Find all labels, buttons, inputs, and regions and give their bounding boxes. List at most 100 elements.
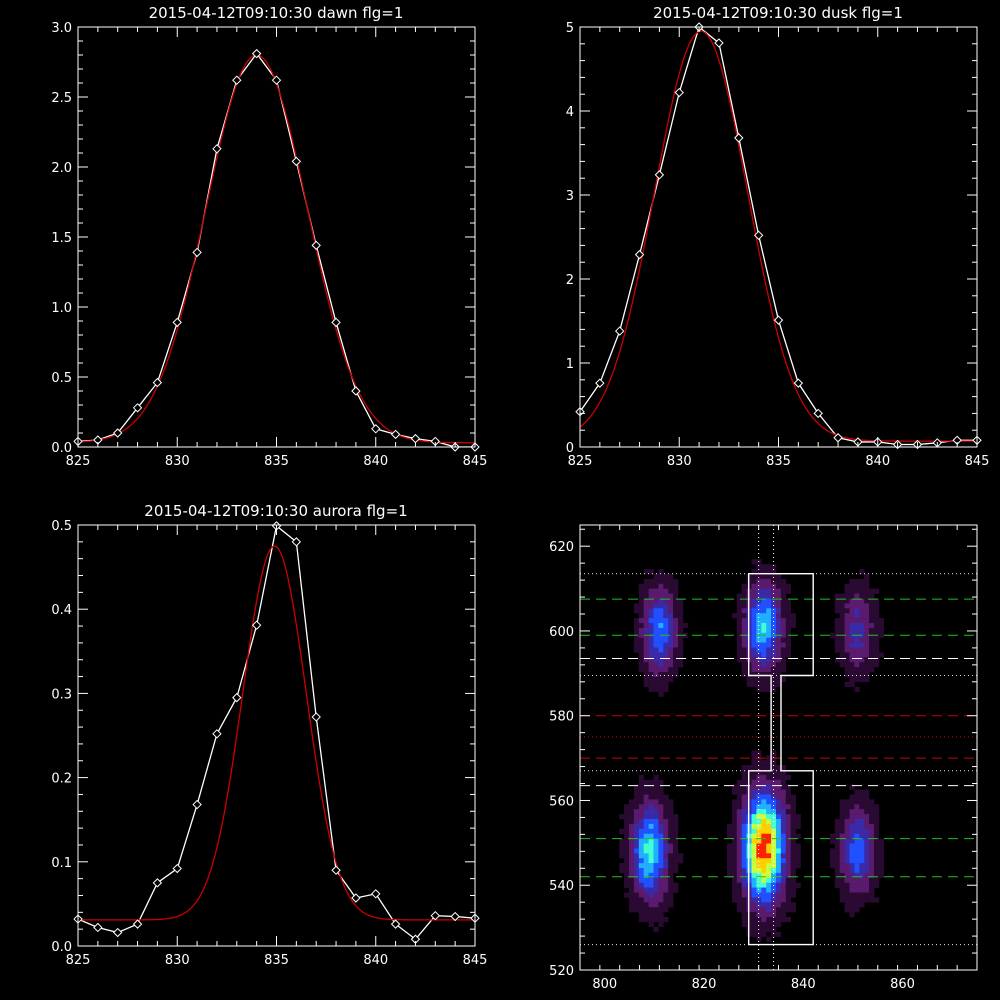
heatmap-cell — [766, 936, 772, 942]
heatmap-cell — [795, 858, 801, 864]
heatmap-cell — [780, 863, 787, 869]
heatmap-cell — [648, 872, 654, 879]
heatmap-cell — [776, 799, 782, 805]
heatmap-cell — [854, 799, 860, 805]
heatmap-cell — [839, 848, 845, 854]
heatmap-cell — [673, 819, 679, 825]
heatmap-cell — [766, 902, 772, 908]
heatmap-cell — [756, 843, 762, 849]
heatmap-cell — [766, 593, 772, 599]
heatmap-cell — [673, 843, 679, 849]
heatmap-cell — [780, 848, 787, 854]
heatmap-cell — [678, 642, 684, 648]
heatmap-cell — [673, 603, 679, 609]
heatmap-cell — [638, 872, 644, 879]
heatmap-cell — [771, 814, 777, 820]
heatmap-cell — [878, 853, 885, 859]
heatmap-cell — [839, 823, 845, 830]
heatmap-cell — [751, 897, 757, 903]
heatmap-cell — [785, 642, 791, 648]
heatmap-cell — [766, 921, 772, 928]
heatmap-cell — [731, 784, 738, 790]
heatmap-cell — [859, 877, 865, 883]
heatmap-cell — [663, 642, 669, 648]
heatmap-cell — [736, 632, 742, 638]
heatmap-cell — [668, 799, 674, 805]
heatmap-cell — [869, 618, 875, 624]
heatmap-cell — [864, 637, 870, 643]
heatmap-cell — [771, 843, 777, 849]
heatmap-cell — [849, 833, 855, 839]
heatmap-cell — [638, 907, 644, 913]
heatmap-cell — [751, 799, 757, 805]
heatmap-cell — [874, 804, 880, 810]
heatmap-cell — [790, 872, 796, 879]
heatmap-cell — [731, 819, 738, 825]
heatmap-cell — [658, 637, 664, 643]
heatmap-cell — [780, 804, 787, 810]
heatmap-cell — [780, 887, 787, 893]
heatmap-cell — [854, 882, 860, 888]
heatmap-cell — [766, 799, 772, 805]
heatmap-cell — [854, 598, 860, 604]
heatmap-cell — [673, 578, 679, 585]
heatmap-cell — [648, 863, 654, 869]
heatmap-cell — [678, 627, 684, 634]
heatmap-cell — [859, 823, 865, 830]
heatmap-cell — [643, 588, 649, 594]
heatmap-cell — [741, 848, 747, 854]
heatmap-cell — [751, 647, 757, 653]
heatmap-cell — [869, 863, 875, 869]
heatmap-cell — [633, 784, 640, 790]
heatmap-cell — [844, 598, 850, 604]
heatmap-cell — [859, 598, 865, 604]
heatmap-cell — [771, 760, 777, 766]
heatmap-cell — [849, 647, 855, 653]
heatmap-cell — [874, 823, 880, 830]
heatmap-cell — [629, 907, 635, 913]
heatmap-cell — [751, 838, 757, 844]
heatmap-cell — [678, 652, 684, 658]
heatmap-cell — [653, 858, 659, 864]
heatmap-cell — [731, 843, 738, 849]
heatmap-cell — [771, 657, 777, 663]
heatmap-cell — [629, 863, 635, 869]
heatmap-cell — [761, 902, 767, 908]
heatmap-cell — [790, 819, 796, 825]
heatmap-cell — [731, 892, 738, 898]
heatmap-cell — [859, 858, 865, 864]
heatmap-cell — [751, 931, 757, 937]
chart-dusk: 2015-04-12T09:10:30 dusk flg=1 825 830 835… — [566, 4, 990, 469]
heatmap-cell — [643, 843, 649, 849]
data-point-marker — [112, 927, 123, 938]
heatmap-cell — [638, 588, 644, 594]
heatmap-cell — [736, 902, 742, 908]
heatmap-cell — [668, 608, 674, 614]
heatmap-cell — [785, 804, 791, 810]
y-tick-label: 0.0 — [51, 940, 72, 955]
heatmap-cell — [761, 765, 767, 771]
heatmap-cell — [869, 588, 875, 594]
heatmap-cell — [673, 593, 679, 599]
heatmap-cell — [839, 809, 845, 815]
heatmap-cell — [859, 863, 865, 869]
data-point-marker — [172, 863, 182, 874]
heatmap-cell — [756, 676, 762, 683]
heatmap-cell — [653, 647, 659, 653]
heatmap-cell — [741, 823, 747, 830]
heatmap-cell — [736, 627, 742, 634]
heatmap-cell — [766, 853, 772, 859]
heatmap-cell — [761, 814, 767, 820]
heatmap-cell — [741, 613, 747, 619]
heatmap-cell — [751, 872, 757, 879]
heatmap-cell — [658, 642, 664, 648]
heatmap-cell — [844, 868, 850, 874]
heatmap-cell — [653, 853, 659, 859]
heatmap-cell — [859, 902, 865, 908]
heatmap-cell — [643, 637, 649, 643]
heatmap-cell — [653, 814, 659, 820]
heatmap-cell — [736, 887, 742, 893]
heatmap-cell — [633, 819, 640, 825]
heatmap-cell — [790, 843, 796, 849]
heatmap-cell — [766, 774, 772, 781]
